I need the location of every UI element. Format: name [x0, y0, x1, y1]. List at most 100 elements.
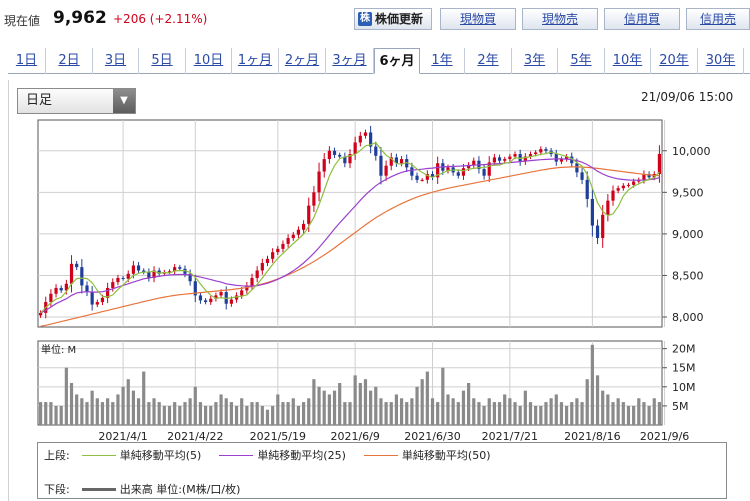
candle-body: [131, 265, 136, 274]
tab-4[interactable]: 10日: [186, 48, 232, 74]
candle-body: [399, 159, 404, 164]
candle-body: [85, 285, 89, 293]
candle-body: [116, 277, 120, 283]
volume-bar: [332, 390, 337, 425]
volume-bar: [301, 402, 306, 425]
candle-body: [353, 142, 357, 155]
tab-5[interactable]: 1ヶ月: [232, 48, 279, 74]
volume-bar: [100, 402, 105, 425]
chart-timestamp: 21/09/06 15:00: [641, 90, 734, 104]
cash-buy-button[interactable]: 現物買: [440, 8, 516, 30]
volume-bar: [652, 398, 656, 425]
volume-bar: [312, 379, 316, 425]
volume-bar: [245, 405, 249, 425]
volume-bar: [503, 394, 507, 425]
tab-14[interactable]: 20年: [651, 48, 698, 74]
candle-body: [38, 312, 43, 316]
candle-body: [301, 223, 306, 230]
tab-8[interactable]: 6ヶ月: [374, 48, 420, 74]
legend-ma50-swatch: [363, 454, 398, 456]
x-tick-label: 2021/5/19: [250, 430, 306, 443]
volume-bar: [399, 398, 404, 425]
volume-bar: [410, 398, 414, 425]
tab-12[interactable]: 5年: [558, 48, 605, 74]
candle-body: [436, 163, 440, 178]
margin-sell-button[interactable]: 信用売: [686, 8, 750, 30]
volume-bar: [49, 402, 53, 425]
update-price-button[interactable]: 株 株価更新: [354, 8, 432, 30]
tab-9[interactable]: 1年: [420, 48, 465, 74]
candle-body: [363, 132, 368, 136]
tab-3[interactable]: 5日: [139, 48, 186, 74]
tab-11[interactable]: 3年: [512, 48, 558, 74]
candle-body: [183, 268, 187, 274]
volume-bar: [136, 398, 141, 425]
volume-bar: [405, 402, 409, 425]
candle-body: [616, 188, 620, 191]
tab-2[interactable]: 3日: [93, 48, 139, 74]
volume-bar: [358, 383, 362, 425]
candle-body: [338, 154, 342, 157]
volume-bar: [590, 344, 594, 425]
candle-body: [317, 171, 321, 193]
candle-body: [590, 198, 594, 226]
candle-body: [534, 152, 538, 155]
volume-bar: [126, 379, 130, 425]
chart-legend: 上段: 単純移動平均(5) 単純移動平均(25) 単純移動平均(50) 下段: …: [37, 442, 727, 499]
candle-body: [250, 277, 254, 286]
volume-bar: [549, 398, 553, 425]
candle-body: [611, 190, 615, 201]
price-label: 現在値: [4, 14, 41, 28]
volume-bar: [116, 394, 120, 425]
candle-body: [276, 248, 280, 253]
volume-bar: [487, 398, 491, 425]
volume-bar: [188, 398, 192, 425]
x-tick-label: 2021/8/16: [564, 430, 620, 443]
volume-bar: [523, 390, 527, 425]
volume-bar: [343, 402, 347, 425]
volume-bar: [296, 405, 301, 425]
tab-13[interactable]: 10年: [605, 48, 651, 74]
interval-select[interactable]: 日足 ▼: [17, 88, 136, 114]
candle-body: [229, 299, 233, 304]
legend-ma50-label: 単純移動平均(50): [401, 449, 491, 462]
volume-bar: [90, 390, 94, 425]
legend-ma25: 単純移動平均(25): [215, 447, 346, 463]
volume-bar: [570, 402, 574, 425]
tab-0[interactable]: 1日: [8, 48, 46, 74]
legend-ma25-swatch: [219, 454, 254, 456]
candle-body: [430, 174, 435, 178]
candle-body: [601, 214, 605, 239]
candle-body: [559, 159, 564, 162]
volume-bar: [528, 402, 533, 425]
candle-body: [508, 156, 512, 160]
candle-body: [482, 169, 486, 176]
volume-bar: [173, 402, 177, 425]
volume-bar: [441, 367, 445, 425]
volume-bar: [477, 402, 481, 425]
candle-body: [147, 272, 151, 278]
tab-15[interactable]: 30年: [698, 48, 744, 74]
volume-tick-label: 10M: [672, 381, 696, 394]
volume-bar: [363, 379, 368, 425]
volume-bar: [348, 402, 352, 425]
tab-1[interactable]: 2日: [46, 48, 93, 74]
volume-bar: [534, 405, 538, 425]
candle-body: [209, 298, 213, 303]
volume-bar: [508, 398, 512, 425]
candle-body: [456, 172, 460, 176]
candle-body: [80, 267, 84, 286]
cash-sell-button[interactable]: 現物売: [522, 8, 598, 30]
tab-10[interactable]: 2年: [465, 48, 512, 74]
tab-6[interactable]: 2ヶ月: [279, 48, 326, 74]
candle-body: [348, 154, 352, 164]
volume-bar: [415, 386, 419, 425]
tab-7[interactable]: 3ヶ月: [326, 48, 374, 74]
candle-body: [503, 159, 507, 161]
candle-body: [374, 146, 378, 156]
candle-body: [312, 192, 316, 206]
margin-buy-button[interactable]: 信用買: [604, 8, 680, 30]
volume-bar: [632, 405, 636, 425]
volume-bar: [198, 402, 203, 425]
candle-body: [126, 273, 130, 279]
